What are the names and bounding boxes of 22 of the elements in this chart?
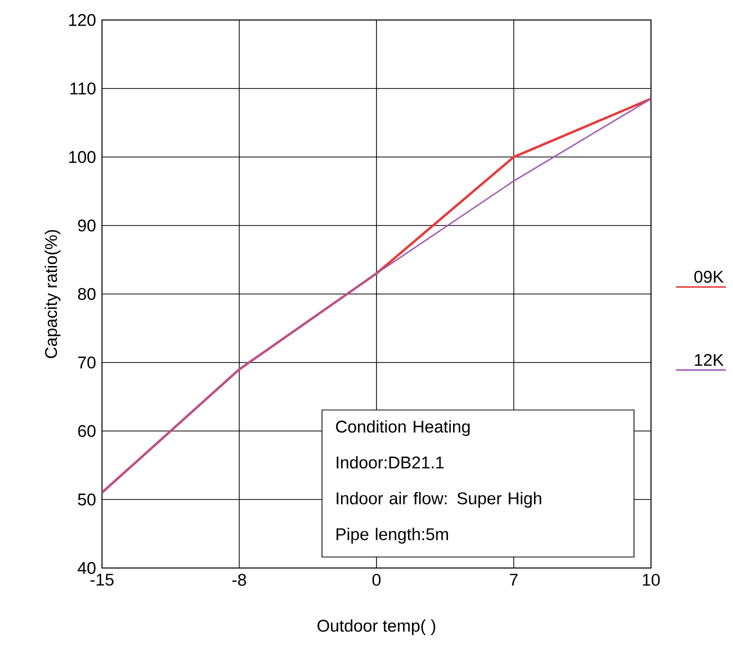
x-tick-label: 0 [372, 574, 381, 586]
x-tick-label: -15 [90, 574, 114, 586]
x-tick-label: 7 [510, 574, 518, 586]
x-tick-label: -8 [232, 574, 246, 586]
text: 12K [694, 354, 724, 366]
annotation: Condition Heating [336, 420, 470, 436]
y-tick-label: 80 [78, 288, 96, 300]
y-tick-label: 100 [69, 151, 96, 163]
y-axis-title: Capacity ratio(%) [44, 230, 60, 358]
annotation: Indoor air flow: Super High [336, 492, 542, 508]
x-tick-label: 10 [642, 574, 660, 586]
text: 09K [694, 270, 724, 283]
y-tick-label: 70 [78, 356, 96, 368]
y-tick-label: 50 [78, 494, 96, 506]
annotation: Indoor:DB21.1 [336, 456, 444, 469]
y-tick-label: 120 [69, 14, 96, 26]
annotation: Pipe length:5m [336, 528, 448, 544]
y-tick-label: 90 [78, 220, 96, 232]
y-tick-label: 40 [78, 562, 96, 574]
y-tick-label: 60 [78, 425, 96, 437]
y-tick-label: 110 [70, 82, 96, 94]
x-axis-title: Outdoor temp( ) [318, 619, 436, 636]
